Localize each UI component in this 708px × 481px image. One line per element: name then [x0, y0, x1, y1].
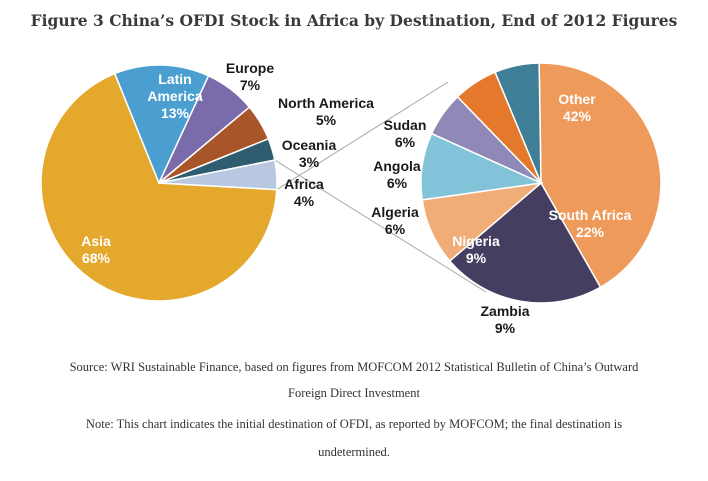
africa-pie-label-other: Other 42%	[558, 91, 596, 124]
main-pie-label-north-america: North America 5%	[278, 95, 374, 128]
main-pie-label-europe: Europe 7%	[226, 60, 274, 93]
connector-lines	[274, 81, 487, 293]
main-pie	[40, 64, 278, 302]
main-pie-slice-latin-america	[113, 64, 210, 185]
africa-pie-slice-sudan	[494, 62, 542, 184]
main-pie-label-africa: Africa 4%	[284, 176, 324, 209]
main-pie-label-oceania: Oceania 3%	[282, 137, 337, 170]
africa-pie-label-zambia: Zambia 9%	[480, 303, 529, 336]
main-pie-slice-africa	[158, 159, 278, 191]
main-pie-label-latin-america: Latin America 13%	[147, 71, 202, 121]
africa-pie-label-nigeria: Nigeria 9%	[452, 233, 500, 266]
chart-title: Figure 3 China’s OFDI Stock in Africa by…	[30, 11, 678, 30]
connector-line-bottom	[274, 159, 487, 293]
explanatory-note-line-1: Note: This chart indicates the initial d…	[85, 417, 623, 431]
africa-breakdown-pie	[420, 62, 662, 304]
africa-pie-label-algeria: Algeria 6%	[371, 204, 419, 237]
africa-pie-label-sudan: Sudan 6%	[384, 117, 427, 150]
main-pie-label-asia: Asia 68%	[81, 233, 111, 266]
africa-pie-slice-south-africa	[448, 181, 602, 304]
africa-pie-slice-other	[538, 62, 662, 289]
explanatory-note-line-2: undetermined.	[318, 445, 390, 459]
source-note-line-1: Source: WRI Sustainable Finance, based o…	[69, 360, 639, 374]
slice-labels: Asia 68% Latin America 13% Europe 7%North Amer…	[81, 60, 631, 336]
africa-pie-label-angola: Angola 6%	[373, 158, 421, 191]
source-note-line-2: Foreign Direct Investment	[288, 386, 420, 400]
connector-line-top	[276, 81, 449, 191]
africa-pie-label-south-africa: South Africa 22%	[549, 207, 632, 240]
main-pie-slice-asia	[40, 72, 278, 302]
